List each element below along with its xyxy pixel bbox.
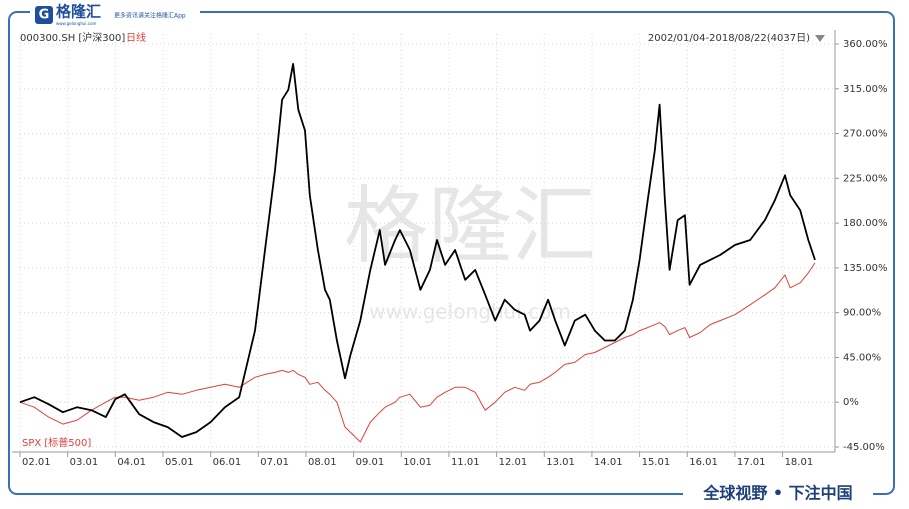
- watermark-text: 格隆汇: [344, 177, 596, 275]
- logo-glyph: G: [39, 8, 50, 23]
- logo-text: 格隆汇: [56, 3, 101, 21]
- y-tick-label: 180.00%: [843, 218, 888, 229]
- legend-entry: SPX [标普500]: [22, 436, 91, 449]
- logo-site: www.gelonghui.com: [56, 21, 96, 26]
- logo-icon: [35, 6, 53, 24]
- legend-entry: 000300.SH [沪深300]: [20, 31, 125, 44]
- footer-bg: [683, 481, 873, 505]
- x-tick-label: 08.01: [308, 457, 337, 468]
- x-tick-label: 14.01: [594, 457, 623, 468]
- y-tick-label: 270.00%: [843, 129, 888, 140]
- x-tick-label: 16.01: [689, 457, 718, 468]
- tagline: 更多资讯请关注格隆汇App: [114, 12, 186, 20]
- y-tick-label: 315.00%: [843, 84, 888, 95]
- x-tick-label: 11.01: [451, 457, 480, 468]
- x-tick-label: 05.01: [165, 457, 194, 468]
- dropdown-arrow[interactable]: [815, 35, 825, 42]
- y-tick-label: 0%: [843, 397, 859, 408]
- header-bg: [30, 4, 200, 26]
- y-tick-label: 225.00%: [843, 173, 888, 184]
- series-line: [19, 63, 816, 438]
- x-tick-label: 06.01: [213, 457, 242, 468]
- x-tick-label: 18.01: [785, 457, 814, 468]
- x-tick-label: 04.01: [117, 457, 146, 468]
- range-label: 2002/01/04-2018/08/22(4037日): [648, 33, 810, 44]
- x-tick-label: 13.01: [546, 457, 575, 468]
- x-tick-label: 15.01: [642, 457, 671, 468]
- watermark-url: www.gelonghui.com: [369, 300, 571, 324]
- footer: 全球视野 • 下注中国: [702, 484, 852, 503]
- x-tick-label: 02.01: [22, 457, 51, 468]
- y-tick-label: 45.00%: [843, 352, 881, 363]
- x-tick-label: 12.01: [499, 457, 528, 468]
- x-tick-label: 07.01: [260, 457, 289, 468]
- period: 日线: [126, 31, 146, 44]
- plot: 360.00% 315.00% 270.00% 225.00% 180.00% 135.0…: [12, 30, 888, 468]
- series-line: [19, 262, 816, 443]
- y-tick-label: 360.00%: [843, 39, 888, 50]
- x-tick-label: 17.01: [737, 457, 766, 468]
- x-tick-label: 09.01: [356, 457, 385, 468]
- y-tick-label: 135.00%: [843, 263, 888, 274]
- x-tick-label: 10.01: [403, 457, 432, 468]
- x-tick-label: 03.01: [70, 457, 99, 468]
- frame: [8, 11, 895, 495]
- y-tick-label: 90.00%: [843, 308, 881, 319]
- y-tick-label: -45.00%: [843, 442, 885, 453]
